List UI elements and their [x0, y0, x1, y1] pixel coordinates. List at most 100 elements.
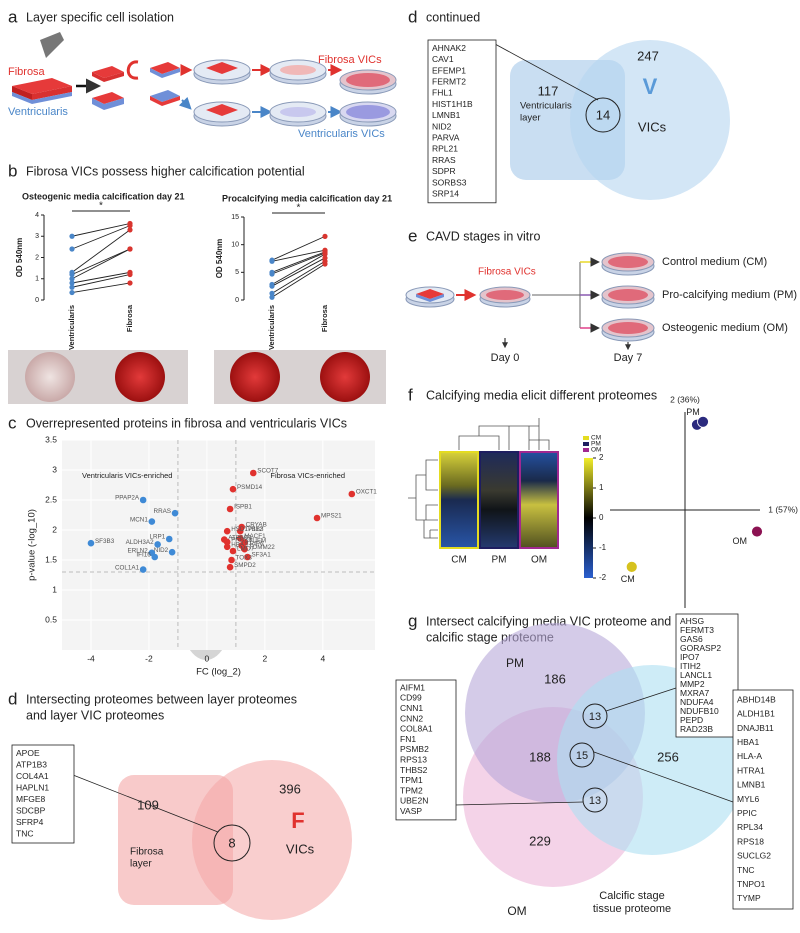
pair-point	[127, 280, 133, 286]
y-tick-label: 5	[235, 269, 239, 276]
gene-name: ATP1B3	[16, 760, 47, 770]
panel-letter: d	[8, 689, 17, 708]
shape	[570, 40, 730, 200]
pair-line	[271, 251, 326, 273]
y-tick-label: 3.5	[45, 434, 57, 444]
pair-line	[71, 248, 131, 280]
gene-name: LMNB1	[737, 780, 766, 790]
y-tick-label: 3	[52, 464, 57, 474]
venn-count: 109	[137, 797, 159, 812]
shape	[601, 318, 655, 342]
set-label: tissue proteome	[593, 903, 671, 915]
x-tick-label: Ventricularis	[67, 305, 76, 350]
stain-photos	[8, 350, 386, 404]
significance-mark: *	[297, 203, 301, 214]
point-label: PSMD14	[237, 484, 263, 491]
x-tick-label: -4	[87, 653, 95, 663]
point-label: TUFM	[249, 537, 266, 544]
gene-name: THBS2	[400, 765, 428, 775]
venn-d: 109 Fibrosa layer 8 396 F VICs	[72, 760, 352, 920]
point	[229, 485, 237, 493]
gene-name: NDUFA4	[680, 697, 714, 707]
gene-name: MMP2	[680, 679, 705, 689]
venn-count: 186	[544, 671, 566, 686]
x-tick-label: Fibrosa	[125, 304, 134, 332]
y-tick-label: 0	[35, 297, 39, 304]
shape	[608, 256, 648, 268]
venn-count: 15	[576, 750, 588, 762]
pair-line	[271, 253, 326, 285]
point-label: CRYAB	[246, 522, 267, 529]
medium-label: Osteogenic medium (OM)	[662, 322, 788, 334]
shape	[583, 442, 589, 446]
shape	[230, 352, 280, 402]
point-label: HSD17B12	[231, 526, 263, 533]
gene-name: APOE	[16, 748, 40, 758]
venn-count: 117	[538, 83, 559, 98]
point	[228, 556, 235, 564]
point	[148, 518, 156, 525]
shape	[601, 285, 655, 309]
gene-name: IPO7	[680, 652, 700, 662]
point-label: RRAS	[154, 508, 172, 515]
set-label: PM	[506, 656, 524, 670]
x-tick-label: 2	[263, 653, 268, 663]
pair-line	[271, 257, 326, 287]
shape	[40, 32, 64, 58]
venn-count: 13	[589, 795, 601, 807]
point	[168, 548, 176, 556]
gene-name: TNC	[16, 829, 33, 839]
point	[223, 543, 231, 551]
chart-title: Osteogenic media calcification day 21	[22, 191, 185, 201]
point-label: NID2	[154, 547, 169, 554]
pair-point	[69, 233, 75, 239]
point-label: COL1A1	[115, 564, 140, 571]
cavd-diagram: Fibrosa VICs Control medium (CM) Pro-cal…	[405, 252, 797, 364]
gene-name: HLA-A	[737, 751, 762, 761]
pair-line	[271, 260, 326, 294]
point-label: SF3A1	[251, 552, 271, 559]
legend-label: CM	[591, 435, 601, 442]
label-fibrosa-vics: Fibrosa VICs	[318, 54, 382, 66]
point	[249, 469, 257, 477]
shape	[408, 459, 438, 539]
gene-box	[427, 39, 497, 204]
gene-name: PEPD	[680, 715, 703, 725]
shape	[593, 751, 734, 803]
point	[139, 496, 147, 504]
colorbar-tick-label: 2	[599, 453, 604, 462]
gene-name: TNC	[737, 865, 754, 875]
gene-name: COL8A1	[400, 724, 433, 734]
x-axis-label: 1 (57%)	[768, 504, 798, 514]
venn-count: 14	[596, 107, 610, 122]
venn-g: PM OM Calcific stage tissue proteome 186…	[454, 623, 747, 918]
point-label: PRDX3	[231, 537, 252, 544]
point	[223, 527, 231, 535]
medium-label: Control medium (CM)	[662, 256, 767, 268]
series-label: OM	[733, 536, 748, 546]
heatmap-group: CM	[451, 555, 467, 566]
shape	[416, 294, 444, 302]
panel-title: continued	[426, 10, 480, 24]
gene-name: CNN1	[400, 703, 423, 713]
pair-point	[69, 271, 75, 278]
shape	[339, 101, 397, 127]
point-label: ATP5C1	[228, 534, 252, 541]
gene-box	[11, 744, 75, 844]
venn-label: layer	[520, 113, 541, 124]
shape	[12, 92, 72, 104]
y-tick-label: 2.5	[45, 494, 57, 504]
gene-box	[395, 679, 457, 821]
pair-point	[269, 283, 275, 289]
panel-letter: f	[408, 385, 413, 404]
venn-count: 188	[529, 749, 551, 764]
point	[139, 566, 147, 573]
shape	[494, 43, 599, 101]
shape	[582, 703, 608, 729]
series-label: CM	[621, 574, 635, 584]
point-label: HBA1	[231, 541, 248, 548]
gene-name: DNAJB11	[737, 723, 774, 733]
